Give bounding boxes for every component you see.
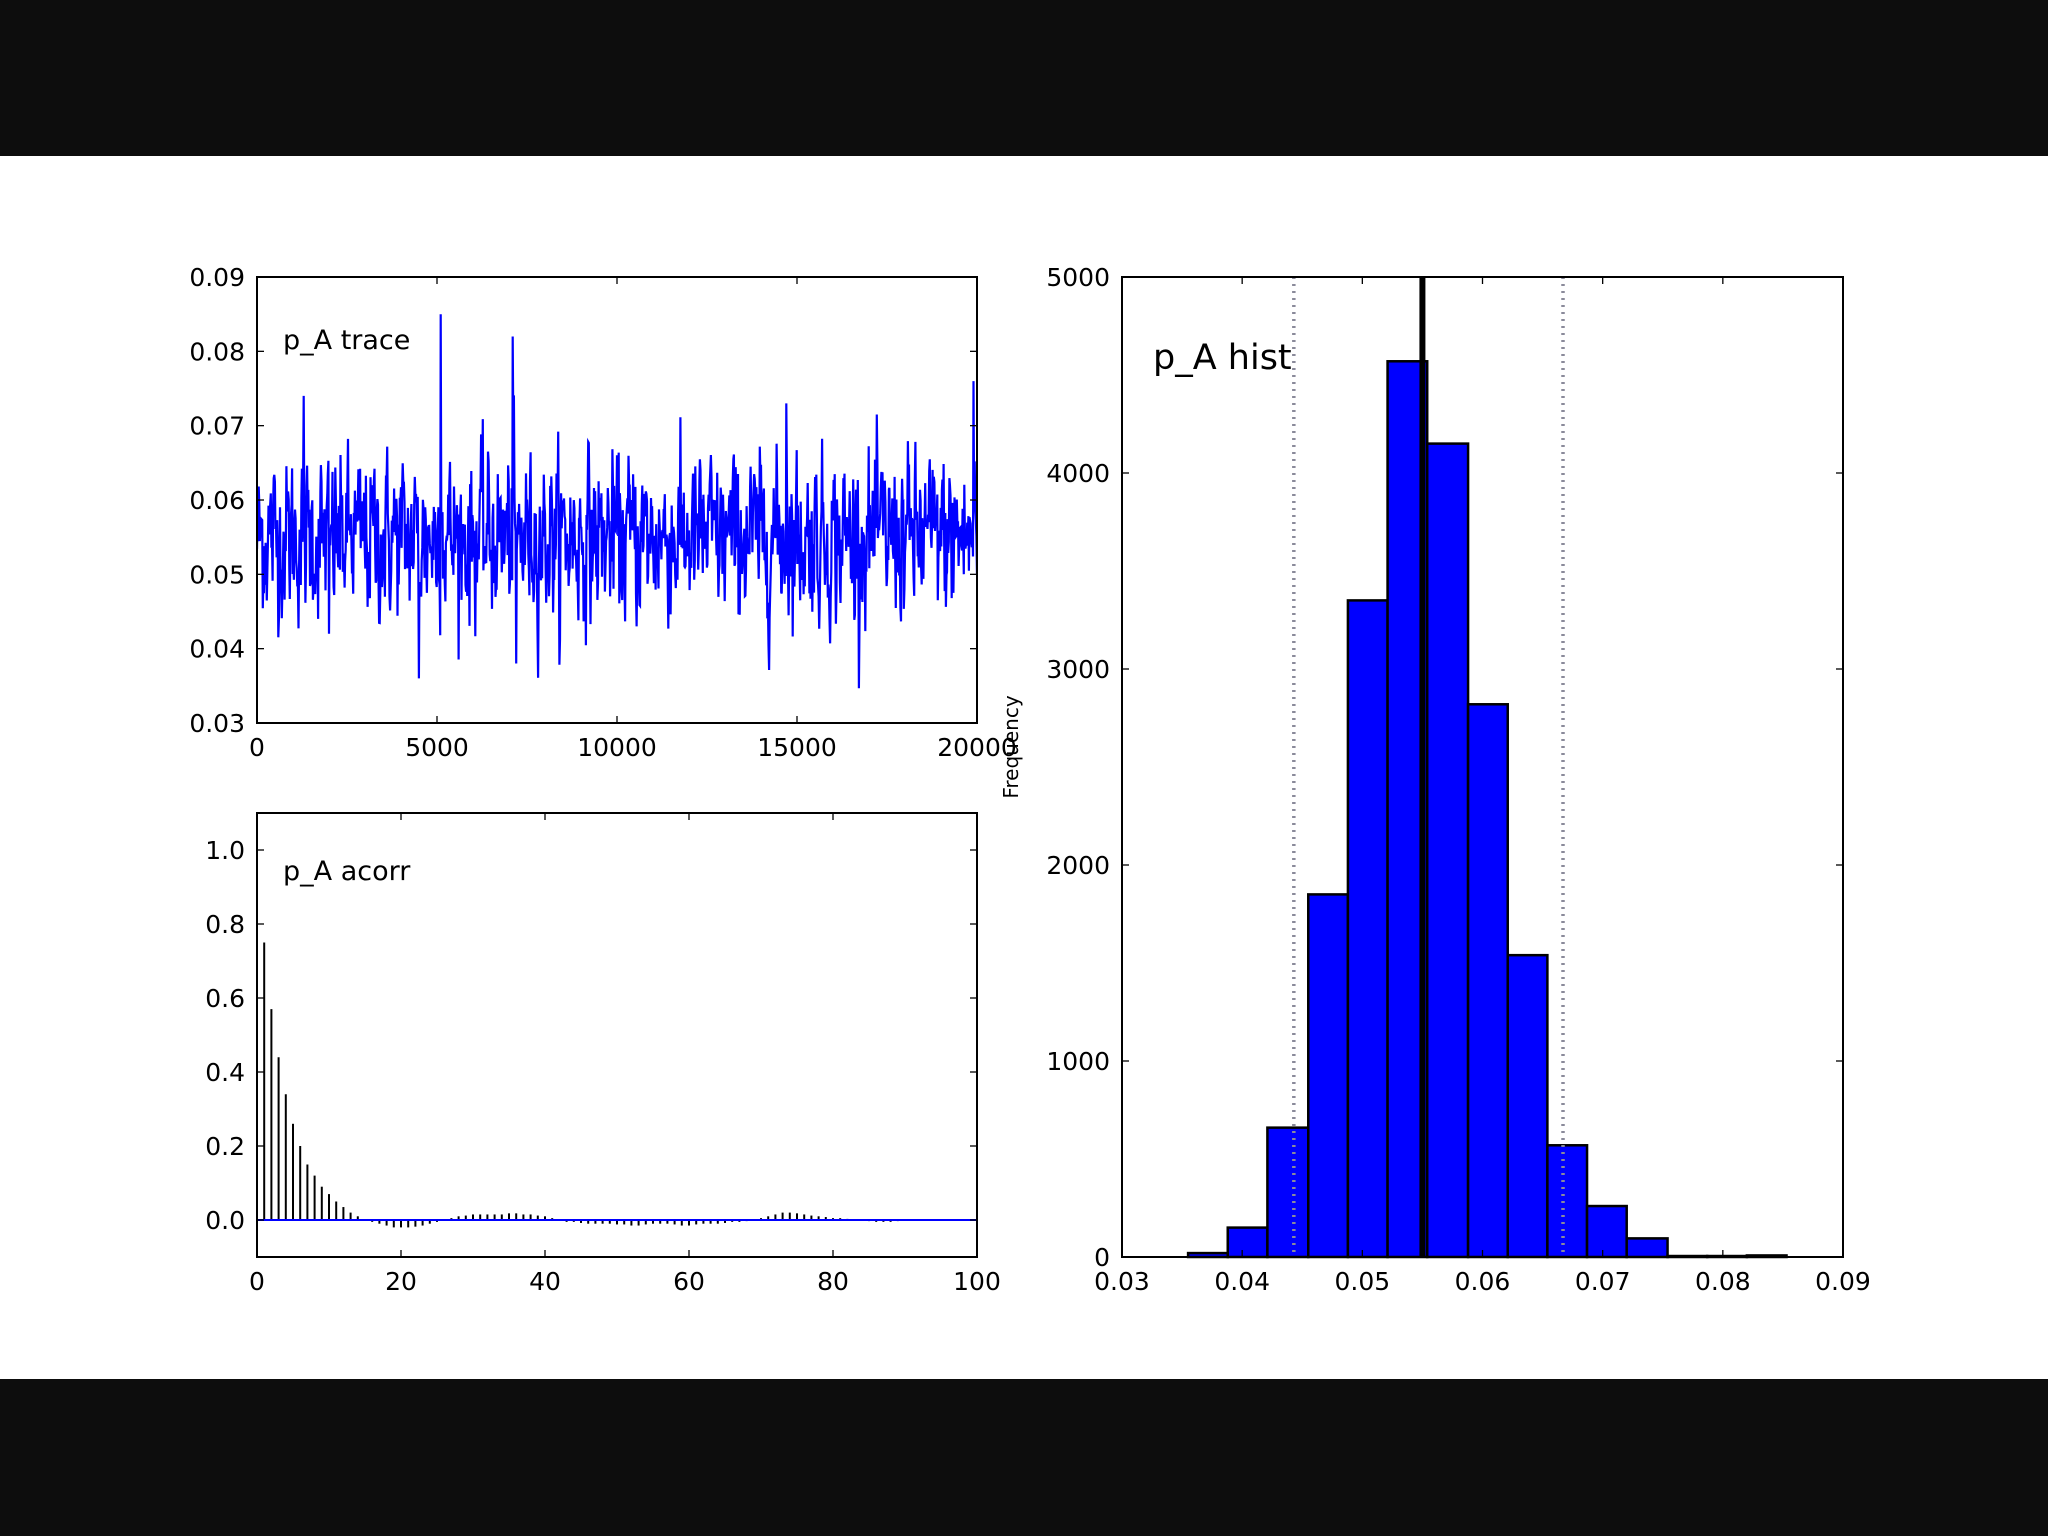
acorr-x-tick-label: 80 [817, 1267, 849, 1296]
hist-y-tick-label: 1000 [1046, 1047, 1110, 1076]
trace-x-tick-label: 0 [249, 733, 265, 762]
acorr-y-tick-label: 0.6 [205, 984, 245, 1013]
hist-x-tick-label: 0.07 [1575, 1267, 1631, 1296]
figure-canvas: 0 5000 10000 15000 20000 0.03 0.04 0.05 0.06 0.07… [0, 156, 2048, 1379]
hist-x-tick-label: 0.03 [1094, 1267, 1150, 1296]
trace-y-tick-label: 0.03 [189, 709, 245, 738]
acorr-x-tick-label: 60 [673, 1267, 705, 1296]
letterbox-top [0, 0, 2048, 156]
trace-x-tick-label: 10000 [577, 733, 657, 762]
trace-x-tick-label: 20000 [937, 733, 1017, 762]
acorr-y-tick-label: 1.0 [205, 836, 245, 865]
acorr-y-tick-label: 0.2 [205, 1132, 245, 1161]
trace-y-tick-label: 0.04 [189, 635, 245, 664]
trace-y-tick-label: 0.09 [189, 263, 245, 292]
hist-x-tick-label: 0.08 [1695, 1267, 1751, 1296]
acorr-x-tick-label: 100 [953, 1267, 1001, 1296]
hist-axes: 0.03 0.04 0.05 0.06 0.07 0.08 0.09 0 1000 2000 300… [1046, 263, 1870, 1296]
trace-x-tick-label: 15000 [757, 733, 837, 762]
hist-y-tick-label: 4000 [1046, 459, 1110, 488]
hist-y-tick-label: 3000 [1046, 655, 1110, 684]
hist-y-axis-label: Frequency [999, 695, 1023, 798]
acorr-axes: 0 20 40 60 80 100 0.0 0.2 0.4 0.6 0.8 1.0 [205, 813, 1001, 1296]
acorr-y-tick-label: 0.0 [205, 1206, 245, 1235]
trace-series-line [257, 314, 977, 689]
acorr-frame [256, 812, 978, 1258]
trace-x-tick-label: 5000 [405, 733, 469, 762]
hist-bar [1506, 953, 1549, 1259]
hist-y-tick-label: 5000 [1046, 263, 1110, 292]
trace-y-tick-label: 0.06 [189, 486, 245, 515]
hist-bar [1625, 1237, 1669, 1259]
hist-bar [1466, 703, 1509, 1259]
hist-y-tick-label: 2000 [1046, 851, 1110, 880]
hist-y-tick-label: 0 [1094, 1243, 1110, 1272]
acorr-annotation: p_A acorr [283, 856, 411, 887]
hist-annotation: p_A hist [1153, 338, 1292, 378]
hist-x-tick-label: 0.05 [1334, 1267, 1390, 1296]
hist-bar [1346, 599, 1389, 1259]
trace-y-tick-label: 0.07 [189, 412, 245, 441]
acorr-x-tick-label: 20 [385, 1267, 417, 1296]
hist-bar [1226, 1226, 1269, 1259]
acorr-x-tick-label: 0 [249, 1267, 265, 1296]
acorr-x-tick-label: 40 [529, 1267, 561, 1296]
hist-bar [1546, 1144, 1589, 1259]
figure-svg: 0 5000 10000 15000 200000.030.040.050.060.07… [189, 263, 1871, 1296]
trace-annotation: p_A trace [283, 325, 410, 356]
letterbox-bottom [0, 1379, 2048, 1536]
acorr-y-tick-label: 0.4 [205, 1058, 245, 1087]
trace-y-tick-label: 0.08 [189, 337, 245, 366]
trace-axes: 0 5000 10000 15000 20000 0.03 0.04 0.05 0.06 0.07… [189, 263, 1016, 762]
trace-y-tick-label: 0.05 [189, 560, 245, 589]
hist-x-tick-label: 0.06 [1455, 1267, 1511, 1296]
acorr-y-tick-label: 0.8 [205, 910, 245, 939]
hist-x-tick-label: 0.04 [1214, 1267, 1270, 1296]
hist-bar [1425, 442, 1470, 1259]
hist-x-tick-label: 0.09 [1815, 1267, 1871, 1296]
hist-bar [1266, 1126, 1310, 1259]
hist-bar [1307, 893, 1350, 1259]
hist-bar [1585, 1204, 1628, 1259]
